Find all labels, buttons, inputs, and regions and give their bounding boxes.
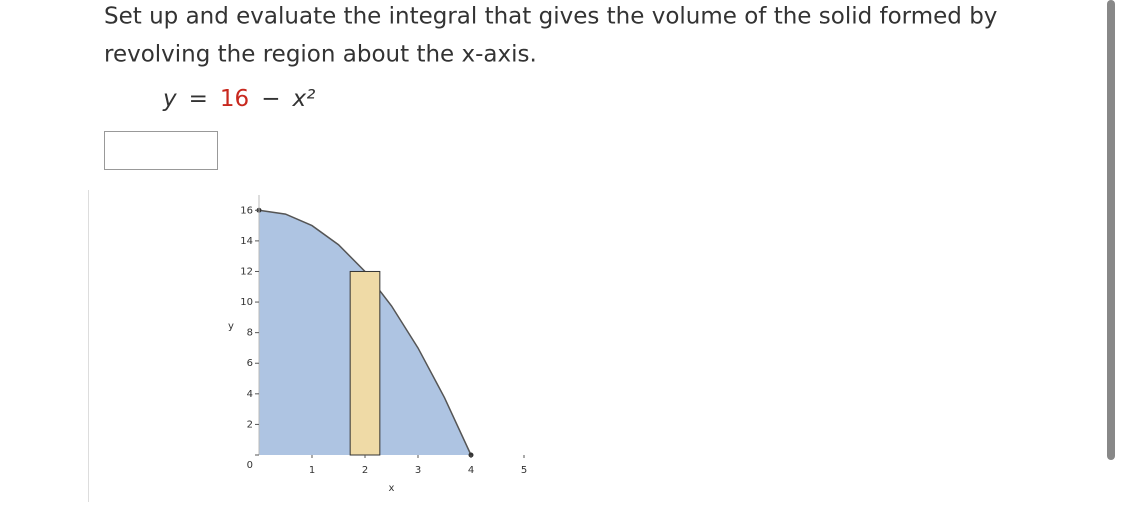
y-tick-label: 14 [240,236,253,247]
scrollbar[interactable] [1107,0,1115,460]
x-tick-label: 5 [521,465,527,476]
y-tick-label: 2 [247,419,253,430]
x-axis-label: x [389,483,395,494]
equation-constant: 16 [220,86,249,112]
question-line: revolving the region about the x-axis. [104,42,537,68]
x-tick-label: 2 [362,465,368,476]
equation-lhs: y [162,86,177,112]
x-tick-label: 1 [309,465,315,476]
question-line: Set up and evaluate the integral that gi… [104,4,997,30]
x-tick-label: 4 [468,465,474,476]
equation: y = 16− x² [162,86,315,112]
y-tick-label: 0 [247,460,253,471]
equation-term: x² [291,86,315,112]
y-tick-label: 4 [247,389,253,400]
y-tick-label: 16 [240,205,253,216]
y-tick-label: 10 [240,297,253,308]
equation-minus: − [261,86,280,112]
x-tick-label: 3 [415,465,421,476]
y-axis-label: y [228,321,234,332]
sample-rectangle [349,270,381,456]
answer-input[interactable] [104,131,218,170]
y-tick-label: 6 [247,358,253,369]
y-tick-label: 12 [240,266,253,277]
equation-eq: = [189,86,208,112]
y-tick-label: 8 [247,328,253,339]
